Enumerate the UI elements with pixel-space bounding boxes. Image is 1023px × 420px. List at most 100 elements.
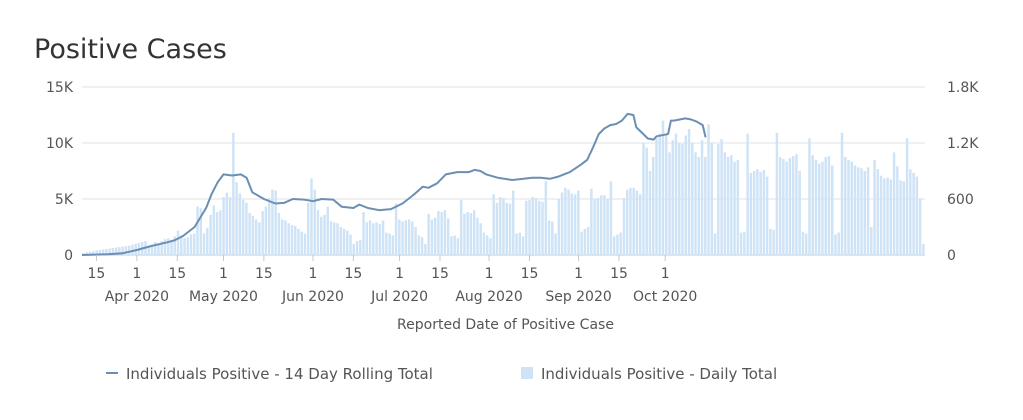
daily-total-bar <box>629 187 632 255</box>
daily-total-bar <box>844 157 847 255</box>
daily-total-bar <box>551 221 554 255</box>
daily-total-bar <box>609 181 613 255</box>
daily-total-bar <box>206 227 209 255</box>
daily-total-bar <box>655 138 658 255</box>
daily-total-bar <box>726 157 730 255</box>
daily-total-bar <box>209 214 212 255</box>
x-tick-label: 1 <box>308 266 317 282</box>
daily-total-bar <box>873 159 876 255</box>
daily-total-bar <box>508 203 512 255</box>
daily-total-bar <box>733 161 736 255</box>
x-tick-label: 1 <box>574 266 583 282</box>
x-month-label: Sep 2020 <box>545 289 611 305</box>
daily-total-bar <box>847 159 850 255</box>
daily-total-bar <box>547 220 551 255</box>
daily-total-bar <box>853 165 857 255</box>
daily-total-bar <box>573 194 577 255</box>
daily-total-bar <box>661 120 665 255</box>
daily-total-bar <box>118 247 121 255</box>
daily-total-bar <box>355 241 359 255</box>
daily-total-bar <box>775 132 779 255</box>
daily-total-bar <box>749 172 753 255</box>
daily-total-bar <box>567 189 570 255</box>
daily-total-bar <box>596 198 600 255</box>
x-tick-label: 15 <box>344 266 362 282</box>
daily-total-bar <box>863 171 867 255</box>
left-tick-label: 5K <box>55 192 74 208</box>
daily-total-bar <box>170 241 173 255</box>
daily-total-bar <box>398 219 401 255</box>
daily-total-bar <box>320 216 323 255</box>
daily-total-bar <box>424 243 427 255</box>
daily-total-bar <box>831 165 834 255</box>
daily-total-bar <box>469 213 473 255</box>
daily-total-bar <box>381 220 385 255</box>
daily-total-bar <box>707 124 710 255</box>
daily-total-bar <box>687 129 691 255</box>
daily-total-bar <box>521 236 525 255</box>
daily-total-bar <box>193 233 196 255</box>
daily-total-bar <box>316 210 320 255</box>
daily-total-bar <box>603 195 606 255</box>
daily-total-bar <box>905 138 909 255</box>
daily-total-bar <box>127 245 131 255</box>
right-tick-label: 0 <box>947 248 956 264</box>
daily-total-bar <box>648 171 652 255</box>
daily-total-bar <box>817 163 821 255</box>
daily-total-bar <box>866 167 870 255</box>
daily-total-bar <box>499 197 502 255</box>
x-tick-label: 15 <box>88 266 106 282</box>
legend-item-rolling-total[interactable]: Individuals Positive - 14 Day Rolling To… <box>106 365 433 383</box>
daily-total-bar <box>163 239 167 255</box>
daily-total-bar <box>300 231 303 255</box>
daily-total-bar <box>225 192 229 255</box>
daily-total-bar <box>365 222 369 255</box>
daily-total-bar <box>691 143 694 255</box>
daily-total-bar <box>232 132 235 255</box>
daily-total-bar <box>323 214 326 255</box>
daily-total-bar <box>108 248 111 255</box>
daily-total-bar <box>850 161 853 255</box>
daily-total-bar <box>173 236 176 255</box>
x-tick-label: 1 <box>661 266 670 282</box>
daily-total-bar <box>899 180 902 255</box>
daily-total-bar <box>798 171 801 255</box>
daily-total-bar <box>261 211 264 255</box>
daily-total-bar <box>98 249 102 255</box>
daily-total-bar <box>713 233 717 255</box>
daily-total-bar <box>251 215 255 255</box>
daily-total-bar <box>430 219 434 255</box>
daily-total-bar <box>658 133 661 255</box>
left-tick-label: 0 <box>64 248 73 264</box>
daily-total-bar <box>752 171 756 255</box>
x-tick-label: 15 <box>521 266 539 282</box>
daily-total-bar <box>150 244 154 255</box>
daily-total-bar <box>785 161 788 255</box>
x-tick-label: 1 <box>395 266 404 282</box>
legend-label: Individuals Positive - Daily Total <box>541 365 777 383</box>
daily-total-bar <box>482 232 486 255</box>
daily-total-bar <box>743 231 746 255</box>
daily-total-bar <box>417 235 421 255</box>
daily-total-bar <box>437 211 440 255</box>
daily-total-bar <box>625 189 629 255</box>
daily-total-bar <box>739 232 743 255</box>
daily-total-bar <box>352 243 356 255</box>
daily-total-bar <box>450 236 453 255</box>
x-tick-label: 15 <box>255 266 273 282</box>
daily-total-bar <box>544 181 548 255</box>
daily-total-bar <box>834 234 837 255</box>
legend-item-daily-total[interactable]: Individuals Positive - Daily Total <box>521 365 777 383</box>
daily-total-bar <box>264 206 268 255</box>
daily-total-bar <box>564 187 567 255</box>
daily-total-bar <box>453 235 456 255</box>
daily-total-bar <box>583 228 587 255</box>
daily-total-bar <box>157 243 160 255</box>
daily-total-bar <box>599 195 603 255</box>
daily-total-bar <box>333 222 336 255</box>
daily-total-bar <box>538 200 541 255</box>
daily-total-bar <box>580 231 583 255</box>
daily-total-bar <box>778 157 782 255</box>
daily-total-bar <box>590 188 593 255</box>
